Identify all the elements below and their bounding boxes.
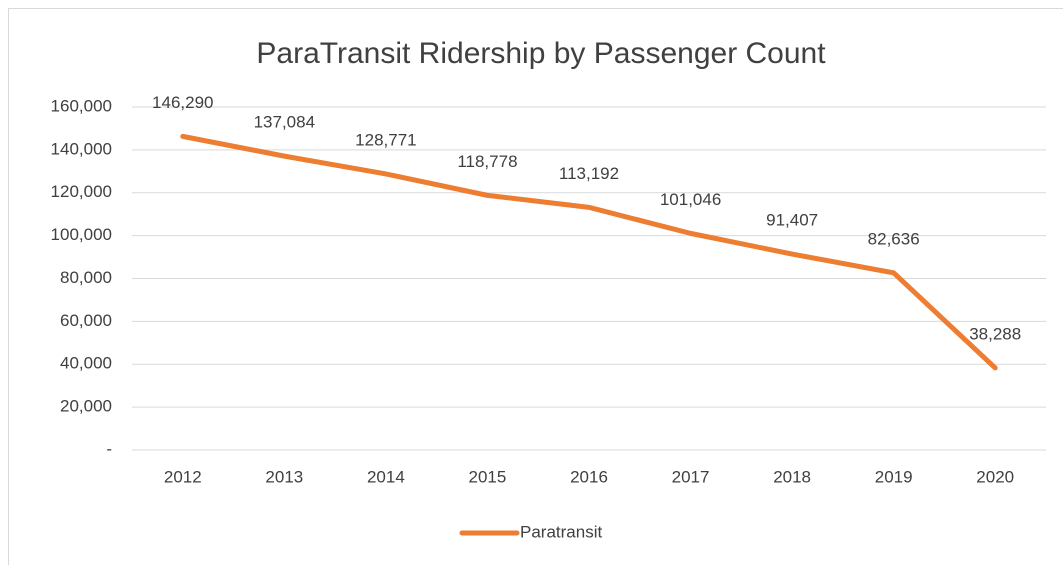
data-label: 38,288 [969,324,1021,343]
y-tick-label: 80,000 [60,268,112,287]
x-tick-label: 2020 [976,467,1014,486]
y-tick-label: 20,000 [60,397,112,416]
x-tick-label: 2015 [469,467,507,486]
data-label: 137,084 [254,113,315,132]
x-tick-label: 2017 [672,467,710,486]
data-label: 113,192 [559,164,619,183]
data-label: 146,290 [152,93,213,112]
data-label: 101,046 [660,190,721,209]
y-tick-label: - [106,439,112,458]
x-tick-label: 2019 [875,467,913,486]
x-tick-label: 2018 [773,467,811,486]
data-label: 128,771 [355,130,416,149]
series-line [180,133,998,371]
y-tick-label: 40,000 [60,354,112,373]
x-tick-label: 2012 [164,467,202,486]
y-tick-label: 60,000 [60,311,112,330]
y-tick-label: 140,000 [51,139,112,158]
x-tick-label: 2013 [265,467,303,486]
x-tick-label: 2014 [367,467,405,486]
chart-title: ParaTransit Ridership by Passenger Count [256,37,826,70]
data-label: 118,778 [457,152,517,171]
x-tick-label: 2016 [570,467,608,486]
data-label: 82,636 [868,229,920,248]
chart-border [8,8,1063,565]
legend-label: Paratransit [520,522,602,541]
data-label: 91,407 [766,211,818,230]
y-tick-label: 160,000 [51,96,112,115]
y-tick-label: 120,000 [51,182,112,201]
y-tick-label: 100,000 [51,225,112,244]
